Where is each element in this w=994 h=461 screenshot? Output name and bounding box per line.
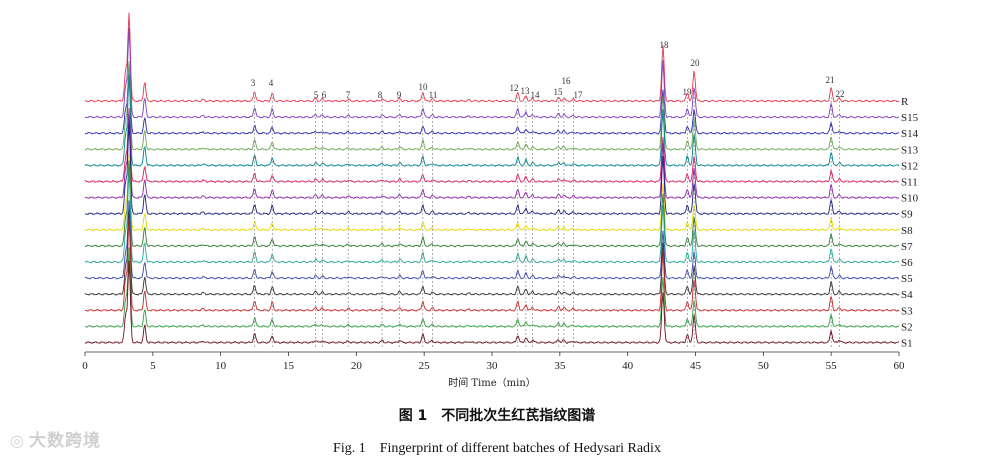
x-tick-label-35: 35 — [554, 360, 566, 372]
trace-R — [84, 12, 900, 103]
x-tick-label-60: 60 — [894, 360, 906, 372]
peak-label-7: 7 — [346, 90, 351, 100]
x-tick-label-50: 50 — [758, 360, 770, 372]
trace-S7 — [84, 160, 900, 248]
sample-label-S3: S3 — [901, 305, 913, 317]
trace-S8 — [84, 154, 900, 232]
trace-S12 — [84, 74, 900, 168]
figure-caption-chinese: 图 1 不同批次生红芪指纹图谱 — [398, 408, 596, 424]
peak-label-20: 20 — [691, 58, 701, 68]
sample-label-S10: S10 — [901, 193, 919, 205]
peak-label-22: 22 — [836, 89, 845, 99]
x-tick-label-30: 30 — [487, 360, 499, 372]
sample-label-S8: S8 — [901, 225, 913, 237]
x-tick-label-25: 25 — [419, 360, 431, 372]
watermark: ◎ 大数跨境 — [10, 426, 101, 451]
trace-S9 — [84, 123, 900, 216]
sample-label-S1: S1 — [901, 338, 913, 350]
watermark-logo-icon: ◎ — [10, 431, 25, 450]
watermark-text: 大数跨境 — [28, 431, 101, 451]
peak-label-4: 4 — [269, 78, 274, 88]
x-tick-label-40: 40 — [622, 360, 634, 372]
trace-S6 — [84, 169, 900, 264]
trace-S1 — [84, 260, 900, 345]
peak-label-13: 13 — [521, 86, 531, 96]
peak-label-18: 18 — [660, 40, 670, 50]
trace-S10 — [84, 111, 900, 200]
peak-label-6: 6 — [322, 90, 327, 100]
x-axis-title: 时间 Time（min） — [448, 376, 536, 389]
trace-S15 — [84, 27, 900, 119]
sample-label-S13: S13 — [901, 144, 919, 156]
sample-label-S12: S12 — [901, 160, 918, 172]
sample-label-R: R — [901, 96, 909, 108]
x-tick-label-5: 5 — [150, 360, 156, 372]
x-tick-label-15: 15 — [283, 360, 295, 372]
peak-label-5: 5 — [314, 90, 319, 100]
trace-S5 — [84, 200, 900, 280]
trace-S3 — [84, 218, 900, 312]
peak-label-14: 14 — [531, 90, 541, 100]
x-tick-label-55: 55 — [826, 360, 838, 372]
x-tick-label-45: 45 — [690, 360, 702, 372]
sample-labels: R S15 S14 S13 S12 S11 S10 S9 S8 S7 S6 S5 S4 S3 S2 S1 — [901, 96, 919, 350]
peak-label-8: 8 — [378, 90, 383, 100]
trace-S4 — [84, 211, 900, 296]
sample-label-S6: S6 — [901, 257, 913, 269]
trace-S2 — [84, 247, 900, 328]
sample-label-S2: S2 — [901, 321, 913, 333]
peak-label-9: 9 — [397, 90, 402, 100]
chromatogram-traces — [84, 12, 900, 345]
peak-label-11: 11 — [429, 90, 438, 100]
peak-label-15: 15 — [554, 87, 564, 97]
peak-label-19: 19 — [683, 87, 693, 97]
trace-S13 — [84, 61, 900, 151]
peak-label-21: 21 — [826, 75, 835, 85]
sample-label-S5: S5 — [901, 273, 913, 285]
sample-label-S15: S15 — [901, 112, 919, 124]
figure-caption-english: Fig. 1 Fingerprint of different batches … — [333, 441, 661, 456]
x-axis: 0 5 10 15 20 25 30 35 40 45 50 55 60 — [82, 351, 906, 372]
sample-label-S14: S14 — [901, 128, 919, 140]
peak-label-10: 10 — [419, 82, 429, 92]
sample-label-S11: S11 — [901, 177, 918, 189]
x-tick-label-0: 0 — [82, 360, 88, 372]
reference-lines — [254, 97, 840, 348]
trace-S14 — [84, 62, 900, 135]
x-tick-label-20: 20 — [351, 360, 363, 372]
trace-S11 — [84, 108, 900, 184]
sample-label-S7: S7 — [901, 241, 913, 253]
sample-label-S9: S9 — [901, 209, 913, 221]
peak-label-16: 16 — [562, 76, 572, 86]
sample-label-S4: S4 — [901, 289, 913, 301]
peak-label-3: 3 — [251, 78, 256, 88]
peak-label-17: 17 — [574, 90, 584, 100]
peak-label-12: 12 — [510, 83, 519, 93]
x-tick-label-10: 10 — [215, 360, 227, 372]
